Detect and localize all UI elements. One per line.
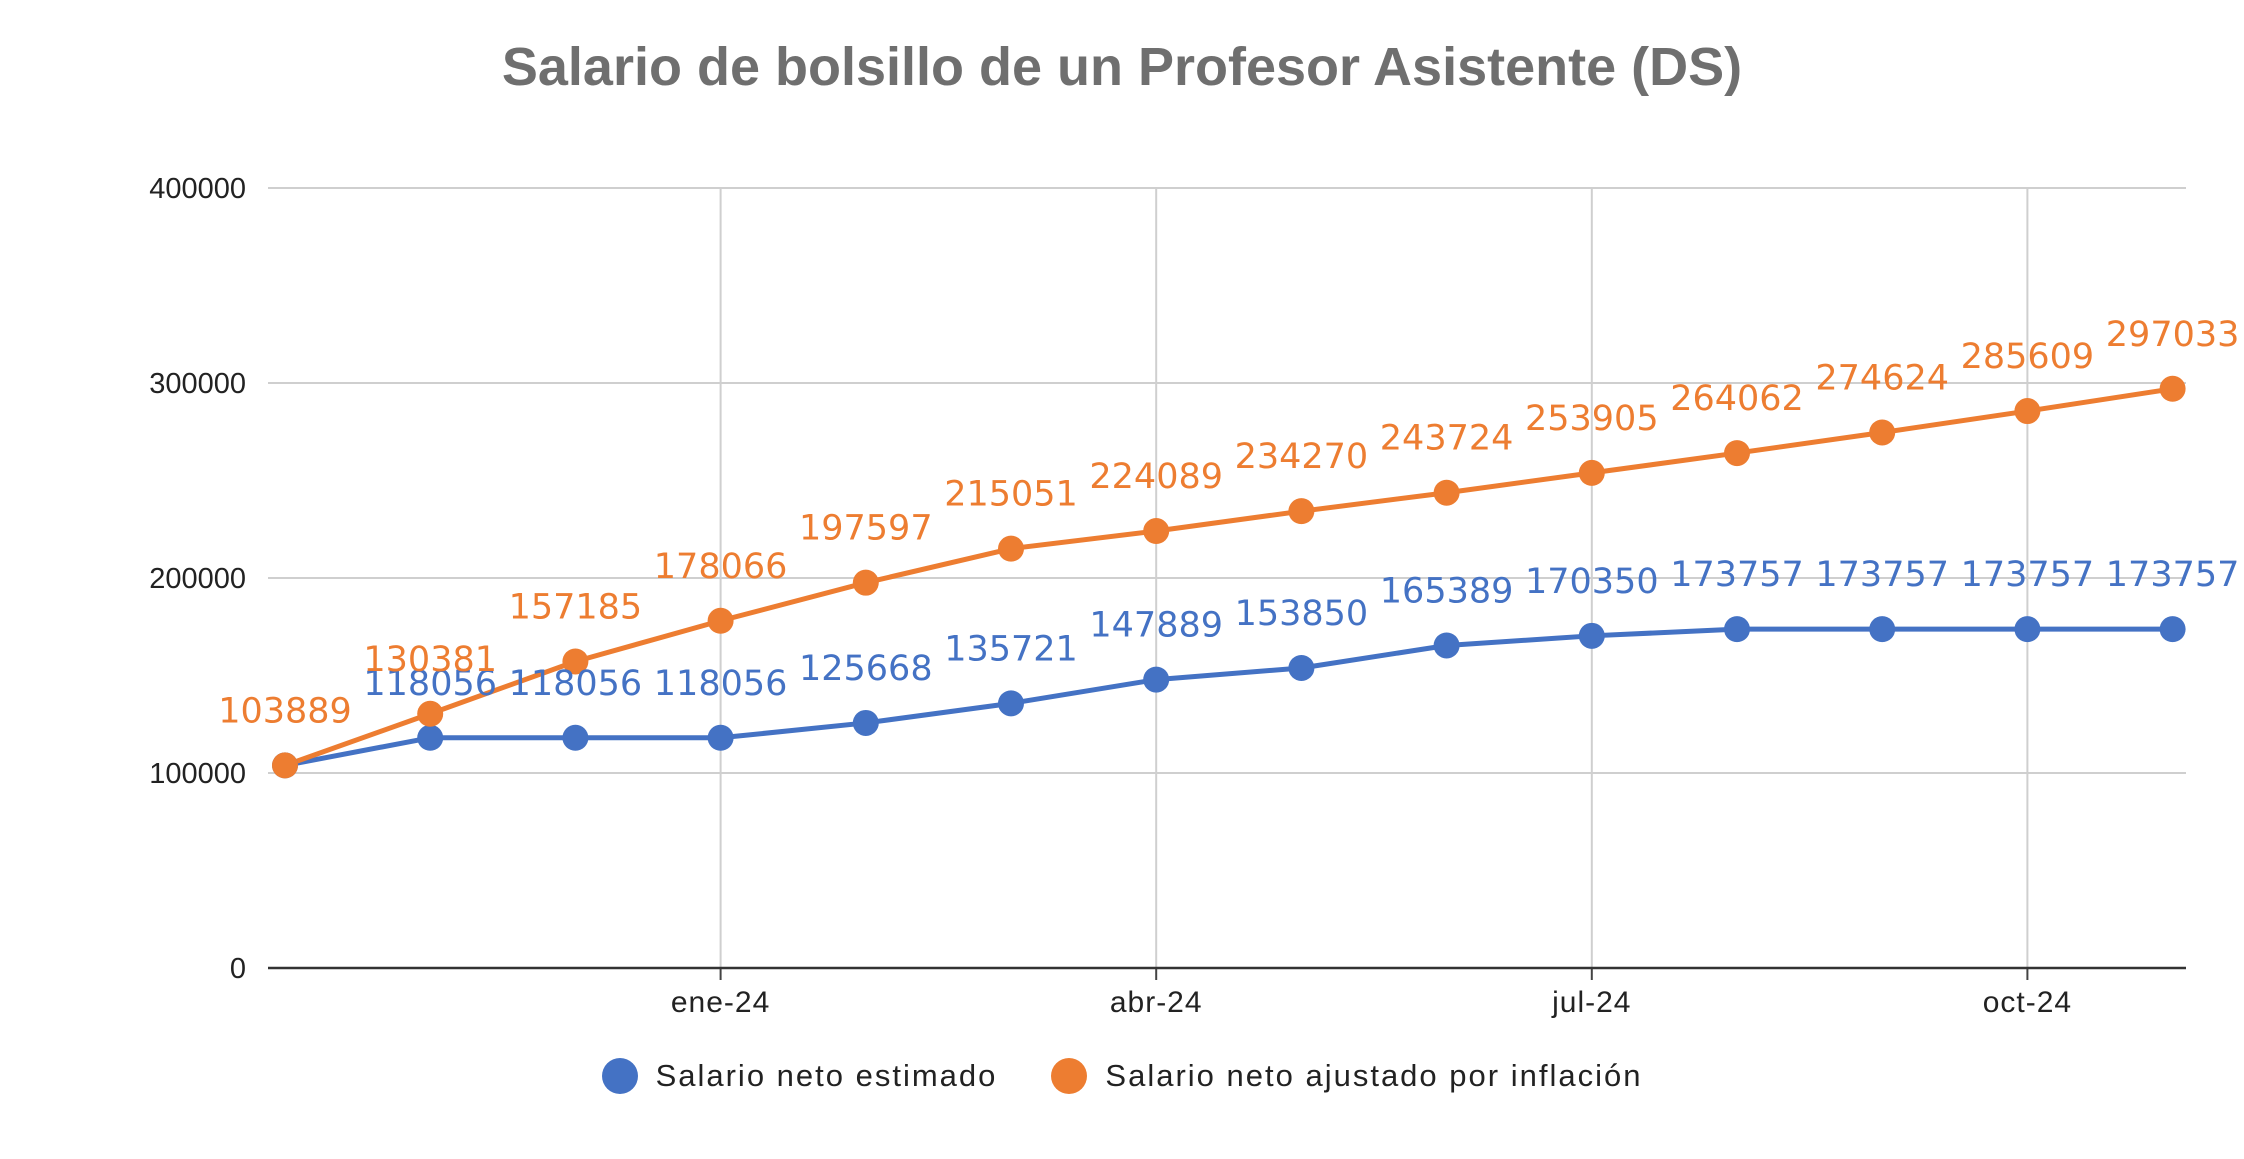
data-point-orange [998, 535, 1024, 562]
data-label-orange: 274624 [1815, 358, 1949, 398]
data-label-orange: 243724 [1380, 419, 1514, 459]
data-label-orange: 253905 [1525, 399, 1659, 439]
data-point-blue [852, 709, 879, 736]
legend-label-blue: Salario neto estimado [655, 1058, 998, 1093]
data-label-blue: 165389 [1380, 571, 1514, 611]
data-point-blue [707, 724, 734, 751]
data-label-orange: 215051 [944, 475, 1078, 515]
data-point-blue [1143, 666, 1170, 693]
data-point-orange [2159, 375, 2186, 402]
data-point-orange [272, 752, 298, 779]
data-point-blue [1869, 616, 1896, 643]
data-label-orange: 224089 [1089, 457, 1223, 497]
data-label-blue: 173757 [2106, 555, 2240, 595]
legend-marker-orange [1051, 1058, 1088, 1094]
y-tick-label: 300000 [149, 368, 246, 400]
y-tick-label: 0 [230, 953, 246, 985]
data-label-orange: 157185 [509, 587, 643, 627]
data-point-orange [1869, 419, 1896, 446]
data-label-orange: 197597 [799, 509, 933, 549]
x-tick-label: oct-24 [1983, 986, 2072, 1019]
x-tick-label: abr-24 [1110, 986, 1203, 1019]
x-tick-label: jul-24 [1551, 986, 1631, 1019]
data-point-blue [998, 690, 1024, 717]
data-label-blue: 170350 [1525, 562, 1659, 602]
data-point-blue [417, 724, 444, 751]
data-label-blue: 153850 [1235, 594, 1369, 634]
data-point-blue [1288, 654, 1315, 681]
data-label-blue: 125668 [799, 649, 933, 689]
data-label-blue: 118056 [509, 664, 643, 704]
data-label-orange: 178066 [654, 547, 788, 587]
data-label-blue: 173757 [1670, 555, 1804, 595]
chart-title: Salario de bolsillo de un Profesor Asist… [501, 37, 1743, 97]
data-label-orange: 130381 [363, 640, 497, 680]
data-point-blue [1433, 632, 1460, 659]
data-label-blue: 173757 [1961, 555, 2095, 595]
data-point-blue [562, 724, 589, 751]
data-point-orange [562, 648, 589, 675]
data-point-orange [1433, 479, 1460, 506]
legend-marker-blue [601, 1058, 638, 1094]
data-point-orange [707, 607, 734, 634]
data-point-orange [852, 569, 879, 596]
data-label-blue: 147889 [1089, 606, 1223, 646]
legend-label-orange: Salario neto ajustado por inflación [1105, 1058, 1643, 1093]
data-label-orange: 103889 [218, 691, 352, 731]
data-label-orange: 234270 [1235, 437, 1369, 477]
data-label-blue: 118056 [363, 664, 497, 704]
data-label-orange: 297033 [2106, 315, 2240, 355]
data-point-orange [1578, 459, 1605, 486]
y-tick-label: 100000 [149, 758, 246, 790]
data-point-orange [1143, 518, 1170, 545]
data-label-blue: 118056 [654, 664, 788, 704]
legend: Salario neto estimado Salario neto ajust… [0, 1058, 2244, 1094]
y-tick-label: 200000 [149, 563, 246, 595]
series-line-salario-neto-estimado [284, 626, 2173, 768]
legend-item-blue[interactable]: Salario neto estimado [601, 1058, 998, 1094]
legend-item-orange[interactable]: Salario neto ajustado por inflación [1051, 1058, 1642, 1094]
data-point-blue [1724, 616, 1750, 643]
data-label-blue: 173757 [1815, 555, 1949, 595]
x-tick-label: ene-24 [671, 986, 770, 1019]
data-point-orange [2014, 398, 2041, 425]
data-point-blue [1578, 622, 1605, 649]
series-line-salario-ajustado-inflacion [284, 386, 2173, 768]
data-point-orange [1288, 498, 1315, 525]
data-label-blue: 135721 [944, 629, 1078, 669]
data-point-orange [417, 700, 444, 727]
data-point-orange [1724, 440, 1750, 467]
data-label-orange: 285609 [1961, 337, 2095, 377]
data-point-blue [2159, 616, 2186, 643]
data-point-blue [2014, 616, 2041, 643]
data-label-orange: 264062 [1670, 379, 1804, 419]
y-tick-label: 400000 [149, 173, 246, 205]
